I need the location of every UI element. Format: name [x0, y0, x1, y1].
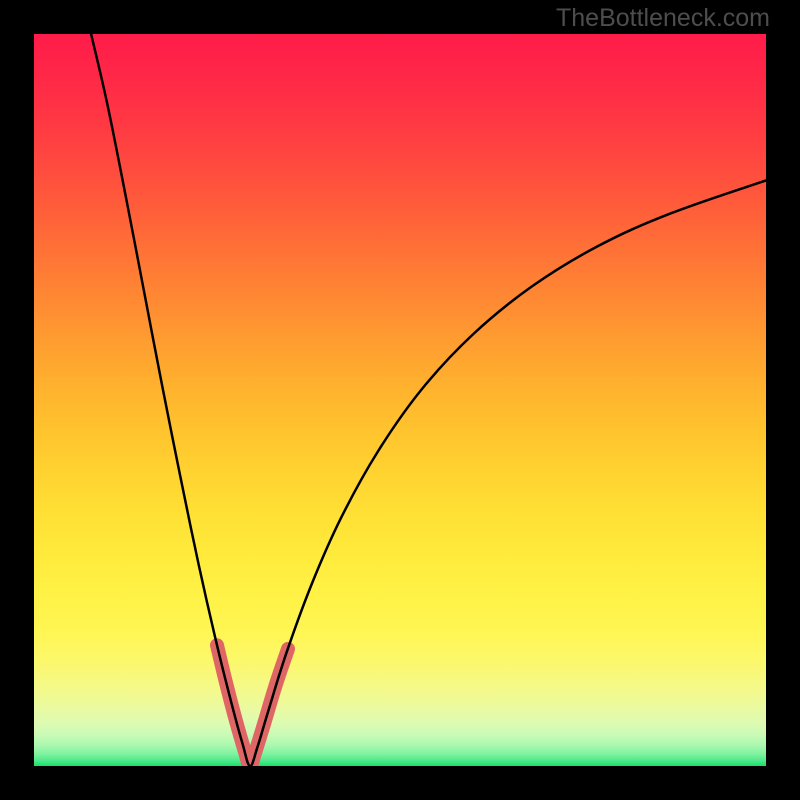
curve-layer	[34, 34, 766, 766]
watermark-text: TheBottleneck.com	[556, 4, 770, 33]
highlight-band	[217, 645, 288, 766]
chart-frame	[0, 0, 800, 800]
plot-area	[34, 34, 766, 766]
bottleneck-curve	[91, 34, 766, 766]
